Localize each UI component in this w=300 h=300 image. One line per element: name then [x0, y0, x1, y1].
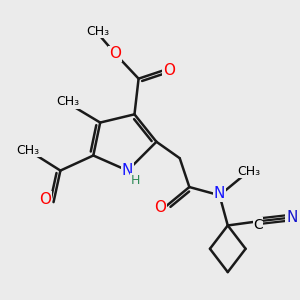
Text: CH₃: CH₃ [17, 143, 40, 157]
Text: CH₃: CH₃ [237, 165, 260, 178]
Text: N: N [214, 186, 225, 201]
Text: O: O [154, 200, 166, 215]
Text: CH₃: CH₃ [56, 95, 80, 109]
Text: CH₃: CH₃ [86, 25, 109, 38]
Text: N: N [286, 210, 297, 225]
Text: C: C [253, 218, 263, 232]
Text: O: O [109, 46, 121, 62]
Text: O: O [39, 192, 51, 207]
Text: O: O [163, 63, 175, 78]
Text: N: N [122, 163, 133, 178]
Text: H: H [130, 174, 140, 187]
